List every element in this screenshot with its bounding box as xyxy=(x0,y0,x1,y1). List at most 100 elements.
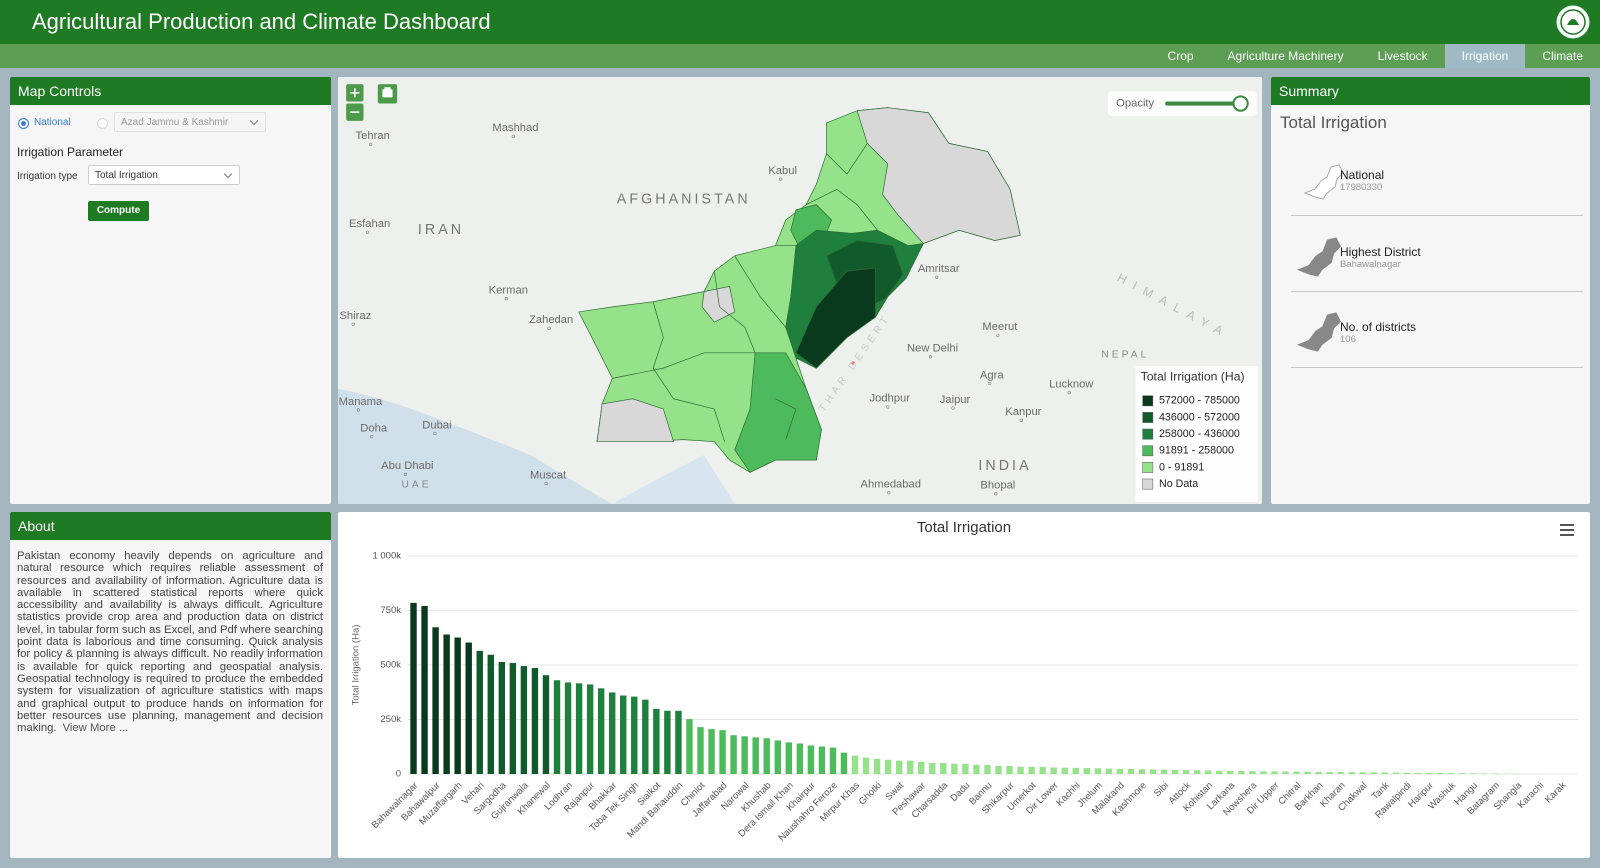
city-dot xyxy=(369,142,373,147)
bar xyxy=(829,747,837,774)
bar xyxy=(1094,768,1102,774)
bar xyxy=(995,765,1002,774)
bar xyxy=(752,737,759,774)
legend-box xyxy=(1135,366,1258,502)
city-dot xyxy=(351,322,355,326)
bar xyxy=(774,740,781,774)
map[interactable]: Opacity Tehran Mashhad Kabul AFGHANISTAN Esf… xyxy=(338,77,1262,504)
radio-label[interactable]: National xyxy=(34,117,71,128)
district-border xyxy=(734,255,786,328)
type-select[interactable]: Total Irrigation xyxy=(88,165,240,185)
bar xyxy=(1149,769,1157,774)
bar xyxy=(1205,770,1212,774)
compute-button[interactable]: Compute xyxy=(88,201,149,221)
bar xyxy=(1072,767,1079,774)
bar xyxy=(973,764,980,774)
city-dot xyxy=(356,408,361,412)
bar xyxy=(1469,773,1477,774)
bar xyxy=(951,763,958,774)
bar xyxy=(763,738,770,774)
chart-title: Total Irrigation xyxy=(917,519,1011,536)
summary-label: National xyxy=(1340,168,1385,182)
bar xyxy=(675,710,682,774)
bar xyxy=(796,743,804,774)
logo[interactable] xyxy=(1556,5,1590,39)
region-nodata[interactable] xyxy=(596,398,675,443)
bar xyxy=(1216,770,1223,774)
chart-panel: Total Irrigation Total Irrigation (Ha) 0… xyxy=(338,512,1590,858)
bar xyxy=(410,602,417,774)
bar xyxy=(940,762,947,774)
bar xyxy=(1182,770,1190,774)
nav-tab[interactable]: Climate xyxy=(1542,49,1583,63)
marker xyxy=(851,361,855,365)
place-label: Kabul xyxy=(768,165,797,177)
summary-value: Bahawalnagar xyxy=(1340,259,1401,270)
bar xyxy=(597,688,605,774)
bar xyxy=(631,696,638,774)
bar xyxy=(895,760,903,774)
bar xyxy=(884,759,892,774)
bar xyxy=(1127,768,1135,774)
map-panel: Opacity Tehran Mashhad Kabul AFGHANISTAN Esf… xyxy=(338,77,1262,504)
legend-label: 436000 - 572000 xyxy=(1159,411,1240,423)
city-dot xyxy=(778,177,783,181)
city-dot xyxy=(1019,418,1023,422)
bar xyxy=(1116,768,1124,774)
x-tick-label: Ghotki xyxy=(857,780,884,807)
bar xyxy=(984,764,991,774)
place-label: Jodhpur xyxy=(869,393,910,405)
bar xyxy=(542,675,550,774)
separator xyxy=(1291,215,1583,216)
region-darkest[interactable] xyxy=(795,267,876,369)
place-label: Ahmedabad xyxy=(861,479,921,491)
province-select[interactable]: Azad Jammu & Kashmir xyxy=(114,112,266,132)
bar xyxy=(575,683,583,774)
view-more-link[interactable]: View More ... xyxy=(62,722,129,735)
select-text: Azad Jammu & Kashmir xyxy=(121,117,229,128)
city-dot xyxy=(511,134,516,138)
field-label: Irrigation type xyxy=(17,171,78,182)
header-bar: Agricultural Production and Climate Dash… xyxy=(0,0,1600,44)
place-label: NEPAL xyxy=(1101,350,1149,361)
nav-tab[interactable]: Crop xyxy=(1167,49,1194,63)
bar xyxy=(1282,771,1289,774)
bar xyxy=(608,692,616,774)
district-border xyxy=(612,352,756,379)
bar xyxy=(1425,772,1433,774)
bar xyxy=(1315,771,1322,774)
place-label: Zahedan xyxy=(529,314,573,326)
bar xyxy=(730,735,737,774)
radio-button[interactable] xyxy=(18,118,29,129)
bar xyxy=(1083,768,1091,774)
legend-label: 258000 - 436000 xyxy=(1159,428,1240,440)
about-text: Pakistan economy heavily depends on agri… xyxy=(17,550,323,735)
city-dot xyxy=(433,431,437,436)
region-nodata[interactable] xyxy=(856,107,1021,244)
place-label: AFGHANISTAN xyxy=(617,191,751,207)
y-tick-label: 0 xyxy=(396,769,401,780)
nav-tab[interactable]: Livestock xyxy=(1377,49,1428,63)
bar xyxy=(487,654,494,774)
nav-bar: Crop Agriculture Machinery Livestock Irriga… xyxy=(0,44,1600,68)
district-border xyxy=(805,188,878,231)
panel-header: Summary xyxy=(1271,77,1590,105)
region-mid[interactable] xyxy=(734,352,822,473)
bar xyxy=(807,745,815,774)
bar xyxy=(476,650,483,774)
bar xyxy=(1260,771,1267,774)
menu-button[interactable] xyxy=(1560,524,1574,536)
nav-tab[interactable]: Agriculture Machinery xyxy=(1227,49,1344,63)
slider-knob[interactable] xyxy=(1232,95,1249,112)
nav-tab[interactable]: Irrigation xyxy=(1444,44,1526,68)
region-nodata[interactable] xyxy=(701,285,736,323)
bar xyxy=(1414,772,1422,774)
radio-button[interactable] xyxy=(97,118,108,129)
chart: Total Irrigation Total Irrigation (Ha) 0… xyxy=(351,519,1578,844)
bar xyxy=(620,695,627,774)
place-label: Tehran xyxy=(356,130,390,142)
place-label: Doha xyxy=(360,422,388,434)
summary-subtitle: Total Irrigation xyxy=(1280,113,1387,132)
opacity-label: Opacity xyxy=(1116,98,1154,110)
